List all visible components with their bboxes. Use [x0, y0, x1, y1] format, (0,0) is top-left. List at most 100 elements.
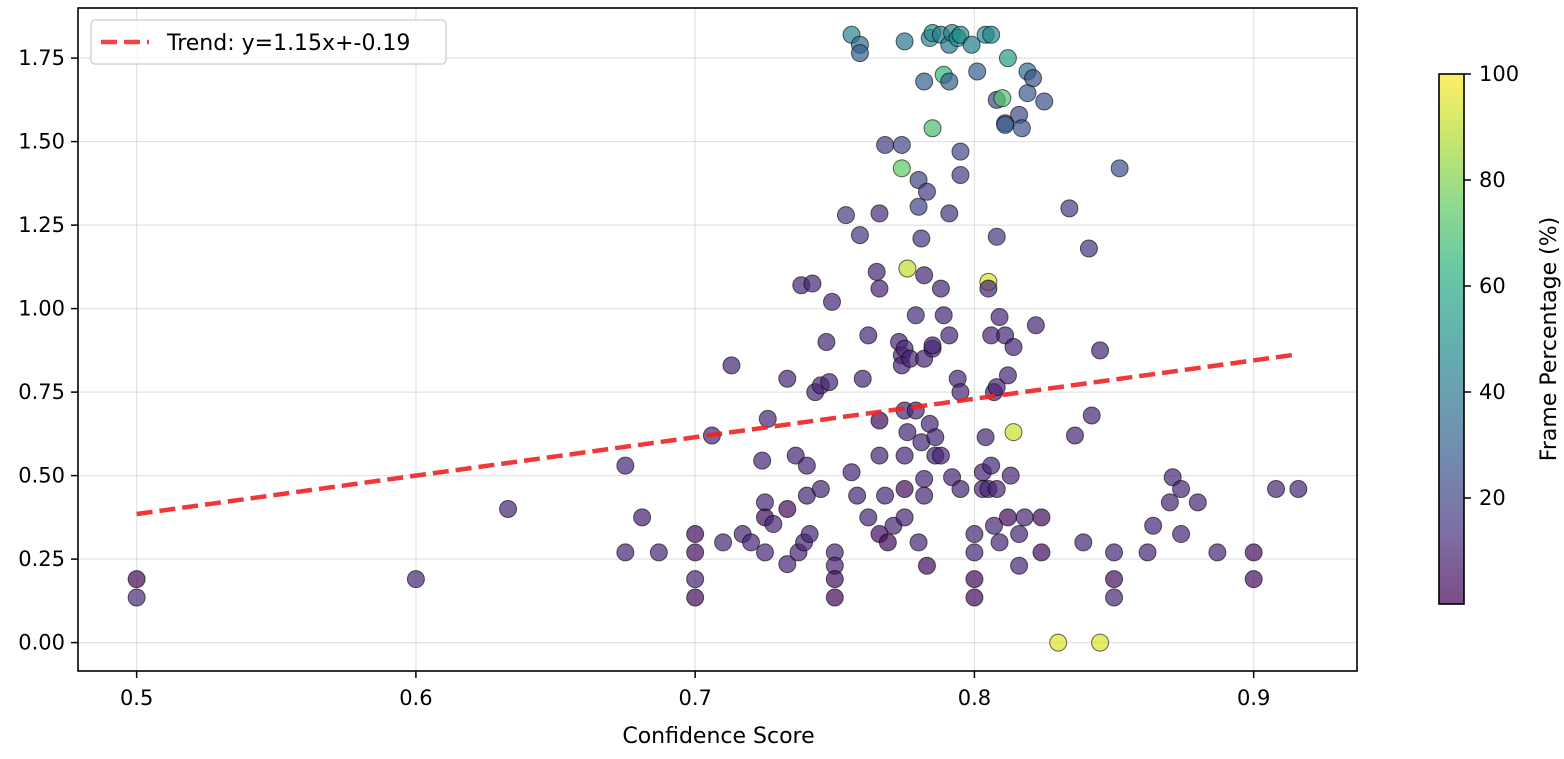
data-point: [898, 259, 917, 278]
y-tick-label: 1.00: [18, 297, 65, 321]
data-point: [982, 456, 1001, 475]
colorbar-tick-label: 100: [1479, 62, 1519, 86]
data-point: [1032, 543, 1051, 562]
data-point: [778, 500, 797, 519]
data-point: [998, 366, 1017, 385]
data-point: [962, 35, 981, 54]
data-point: [1289, 479, 1308, 498]
data-point: [1188, 493, 1207, 512]
data-point: [968, 62, 987, 81]
data-point: [895, 479, 914, 498]
data-point: [1065, 426, 1084, 445]
trend-line-layer: [136, 352, 1299, 517]
data-point: [1060, 199, 1079, 218]
data-point: [951, 25, 970, 44]
data-point: [987, 378, 1006, 397]
data-point: [1018, 84, 1037, 103]
colorbar-ticks: 20 40 60 80 100: [1464, 62, 1519, 510]
data-point: [870, 446, 889, 465]
data-point: [686, 543, 705, 562]
data-point: [786, 446, 805, 465]
x-tick-label: 0.5: [120, 686, 153, 710]
data-point: [984, 516, 1003, 535]
data-point: [1024, 69, 1043, 88]
data-point: [797, 456, 816, 475]
data-point: [755, 543, 774, 562]
data-point: [1079, 239, 1098, 258]
colorbar-tick-label: 40: [1479, 380, 1506, 404]
data-point: [1138, 543, 1157, 562]
data-point: [1160, 493, 1179, 512]
grid: [78, 8, 1357, 671]
data-point: [825, 588, 844, 607]
data-point: [934, 306, 953, 325]
legend-trend-label: Trend: y=1.15x+-0.19: [166, 31, 410, 56]
data-point: [778, 555, 797, 574]
data-point: [951, 166, 970, 185]
data-point: [758, 409, 777, 428]
data-point: [940, 72, 959, 91]
data-point: [811, 479, 830, 498]
y-tick-label: 1.25: [18, 213, 65, 237]
colorbar-tick-label: 60: [1479, 274, 1506, 298]
data-point: [867, 262, 886, 281]
y-tick-label: 0.25: [18, 547, 65, 571]
data-point: [859, 508, 878, 527]
data-point: [965, 570, 984, 589]
y-tick-label: 1.75: [18, 46, 65, 70]
data-point: [1004, 338, 1023, 357]
x-tick-label: 0.7: [678, 686, 711, 710]
data-point: [1074, 533, 1093, 552]
data-point: [778, 369, 797, 388]
data-point: [649, 543, 668, 562]
data-point: [1032, 508, 1051, 527]
data-point: [895, 446, 914, 465]
data-point: [686, 570, 705, 589]
x-axis-label: Confidence Score: [622, 724, 814, 749]
data-point: [1015, 508, 1034, 527]
data-point: [616, 543, 635, 562]
data-point: [1144, 516, 1163, 535]
data-point: [633, 508, 652, 527]
x-tick-label: 0.6: [399, 686, 432, 710]
data-point: [1110, 159, 1129, 178]
data-point: [714, 533, 733, 552]
y-tick-label: 0.75: [18, 380, 65, 404]
data-point: [990, 533, 1009, 552]
legend-box: [90, 19, 447, 65]
data-point: [127, 570, 146, 589]
data-point: [912, 229, 931, 248]
colorbar-tick-label: 20: [1479, 486, 1506, 510]
data-point: [1244, 543, 1263, 562]
data-point: [1010, 556, 1029, 575]
data-point: [906, 306, 925, 325]
data-point: [965, 525, 984, 544]
data-point: [909, 533, 928, 552]
data-point: [1012, 119, 1031, 138]
data-point: [909, 197, 928, 216]
data-point: [817, 333, 836, 352]
data-point: [923, 119, 942, 138]
data-point: [800, 525, 819, 544]
data-point: [820, 373, 839, 392]
data-point: [998, 508, 1017, 527]
plot-frame: [77, 7, 1358, 672]
data-point: [923, 336, 942, 355]
data-point: [876, 486, 895, 505]
data-point: [1267, 479, 1286, 498]
data-point: [987, 479, 1006, 498]
data-point: [870, 204, 889, 223]
data-point: [616, 456, 635, 475]
data-point: [1026, 316, 1045, 335]
data-point: [1082, 406, 1101, 425]
data-point: [1105, 570, 1124, 589]
x-tick-label: 0.9: [1237, 686, 1270, 710]
data-point: [1208, 543, 1227, 562]
data-point: [850, 44, 869, 63]
data-point: [686, 525, 705, 544]
data-point: [917, 182, 936, 201]
data-point: [895, 508, 914, 527]
data-point: [898, 423, 917, 442]
data-point: [742, 533, 761, 552]
